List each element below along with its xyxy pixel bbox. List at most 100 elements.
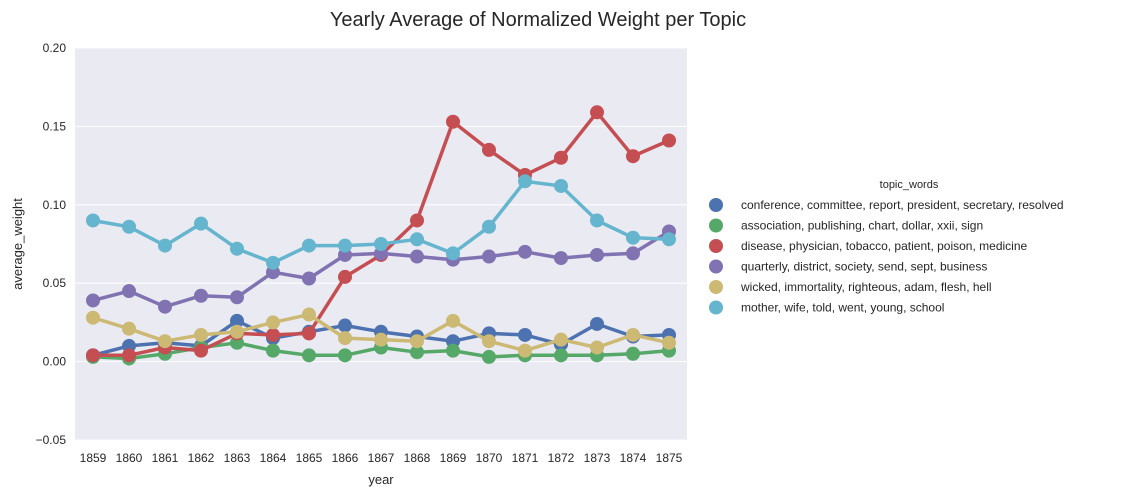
y-tick-label: 0.00: [43, 355, 67, 369]
data-point: [194, 288, 208, 303]
legend-label: conference, committee, report, president…: [741, 198, 1064, 212]
legend-item: wicked, immortality, righteous, adam, fl…: [709, 280, 992, 294]
data-point: [410, 232, 424, 247]
data-point: [158, 299, 172, 314]
data-point: [230, 324, 244, 339]
data-point: [590, 316, 604, 331]
data-point: [554, 332, 568, 347]
series-5: [86, 307, 676, 358]
legend-label: mother, wife, told, went, young, school: [741, 301, 944, 315]
data-point: [482, 349, 496, 364]
legend-marker: [709, 280, 723, 294]
x-tick-label: 1860: [116, 451, 143, 465]
data-point: [590, 340, 604, 355]
series-4: [86, 224, 676, 314]
data-point: [266, 343, 280, 358]
legend-title: topic_words: [880, 179, 939, 191]
data-point: [86, 213, 100, 228]
data-point: [482, 219, 496, 234]
data-point: [338, 331, 352, 346]
data-point: [86, 348, 100, 363]
x-tick-label: 1863: [224, 451, 251, 465]
legend-item: disease, physician, tobacco, patient, po…: [709, 239, 1027, 253]
data-point: [122, 284, 136, 299]
data-point: [230, 241, 244, 256]
y-tick-label: 0.05: [43, 276, 67, 290]
data-point: [662, 133, 676, 148]
grid: [75, 47, 687, 441]
x-tick-label: 1875: [656, 451, 683, 465]
x-tick-label: 1862: [188, 451, 215, 465]
data-point: [662, 335, 676, 350]
data-point: [230, 290, 244, 305]
data-point: [482, 249, 496, 264]
legend-marker: [709, 198, 723, 212]
data-point: [626, 246, 640, 261]
data-point: [518, 174, 532, 189]
y-tick-label: 0.20: [43, 41, 67, 55]
legend-item: mother, wife, told, went, young, school: [709, 300, 944, 315]
data-point: [86, 310, 100, 325]
data-point: [554, 348, 568, 363]
y-tick-label: −0.05: [36, 433, 67, 447]
legend-item: conference, committee, report, president…: [709, 198, 1064, 212]
data-point: [194, 327, 208, 342]
data-point: [446, 114, 460, 129]
x-tick-label: 1859: [80, 451, 107, 465]
data-point: [590, 213, 604, 228]
x-tick-label: 1870: [476, 451, 503, 465]
data-point: [518, 343, 532, 358]
chart-title: Yearly Average of Normalized Weight per …: [330, 9, 746, 31]
data-point: [626, 346, 640, 361]
data-point: [266, 327, 280, 342]
x-tick-label: 1864: [260, 451, 287, 465]
y-tick-label: 0.10: [43, 198, 67, 212]
data-point: [410, 334, 424, 349]
data-point: [446, 343, 460, 358]
data-point: [338, 318, 352, 333]
legend-marker: [709, 259, 723, 274]
data-point: [302, 326, 316, 341]
data-point: [122, 219, 136, 234]
data-point: [338, 348, 352, 363]
data-point: [194, 343, 208, 358]
legend-item: association, publishing, chart, dollar, …: [709, 218, 983, 233]
data-point: [374, 237, 388, 251]
data-point: [302, 271, 316, 286]
data-point: [446, 313, 460, 328]
x-axis-ticks: 1859 1860 1861 1862 1863 1864 1865 1866 1867 1868…: [80, 451, 683, 465]
data-point: [194, 216, 208, 231]
data-point: [410, 213, 424, 228]
legend-marker: [709, 239, 723, 253]
data-point: [518, 327, 532, 342]
data-point: [446, 246, 460, 261]
data-point: [266, 255, 280, 270]
x-tick-label: 1865: [296, 451, 323, 465]
data-point: [122, 348, 136, 363]
data-point: [590, 247, 604, 262]
legend-label: wicked, immortality, righteous, adam, fl…: [740, 280, 992, 294]
data-point: [338, 238, 352, 253]
data-point: [266, 315, 280, 330]
data-point: [518, 244, 532, 259]
legend-label: quarterly, district, society, send, sept…: [741, 260, 987, 274]
data-point: [230, 313, 244, 328]
x-tick-label: 1874: [620, 451, 647, 465]
data-point: [122, 321, 136, 336]
x-tick-label: 1867: [368, 451, 395, 465]
data-point: [86, 293, 100, 308]
legend-label: disease, physician, tobacco, patient, po…: [741, 239, 1027, 253]
series-6: [86, 174, 676, 270]
legend-marker: [709, 300, 723, 315]
x-tick-label: 1873: [584, 451, 611, 465]
data-point: [410, 345, 424, 360]
x-tick-label: 1868: [404, 451, 431, 465]
x-tick-label: 1866: [332, 451, 359, 465]
data-point: [590, 105, 604, 120]
data-point: [554, 251, 568, 266]
data-point: [302, 307, 316, 322]
y-axis-label: average_weight: [10, 198, 25, 290]
data-point: [554, 178, 568, 193]
series-lines: [86, 105, 676, 366]
